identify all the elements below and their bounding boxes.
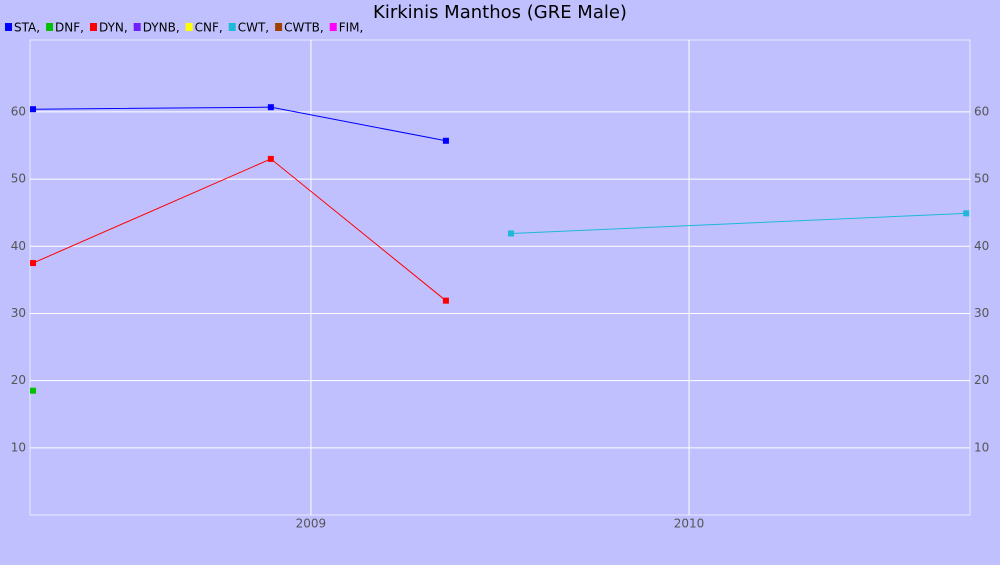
y-tick-label-right: 30 [974,306,989,320]
y-tick-label-right: 60 [974,104,989,118]
x-tick-label: 2010 [674,517,705,531]
y-tick-label-right: 50 [974,172,989,186]
chart-title: Kirkinis Manthos (GRE Male) [373,2,627,23]
data-point [963,210,970,217]
plot-frame [29,39,971,516]
legend-swatch [5,23,12,31]
series-line [510,212,967,234]
legend-label: DYN, [99,21,128,35]
legend-label: CWT, [238,21,269,35]
y-tick-label-right: 40 [974,239,989,253]
y-tick-label-right: 20 [974,373,989,387]
legend-swatch [275,23,283,31]
y-tick-label: 10 [11,440,26,454]
y-tick-label-right: 10 [974,440,989,454]
data-point [267,155,274,162]
y-tick-label: 30 [11,306,26,320]
data-point [267,104,274,111]
legend-swatch [46,23,54,31]
y-tick-label: 20 [11,373,26,387]
data-point [442,137,449,144]
legend-label: FIM, [339,21,364,35]
y-tick-label: 50 [11,172,26,186]
legend-swatch [329,23,337,31]
legend-label: CWTB, [284,21,324,35]
legend-label: DNF, [55,21,84,35]
legend-swatch [228,23,236,31]
data-point [30,106,37,113]
legend-swatch [133,23,141,31]
legend-label: CNF, [195,21,223,35]
y-tick-label: 40 [11,239,26,253]
legend-swatch [185,23,193,31]
y-tick-label: 60 [11,104,26,118]
data-point [30,387,37,394]
legend-label: STA, [14,21,40,35]
series-line [32,158,447,302]
legend-label: DYNB, [143,21,180,35]
data-point [30,260,37,267]
x-tick-label: 2009 [296,517,327,531]
data-point [507,230,514,237]
legend-swatch [89,23,97,31]
data-point [442,297,449,304]
